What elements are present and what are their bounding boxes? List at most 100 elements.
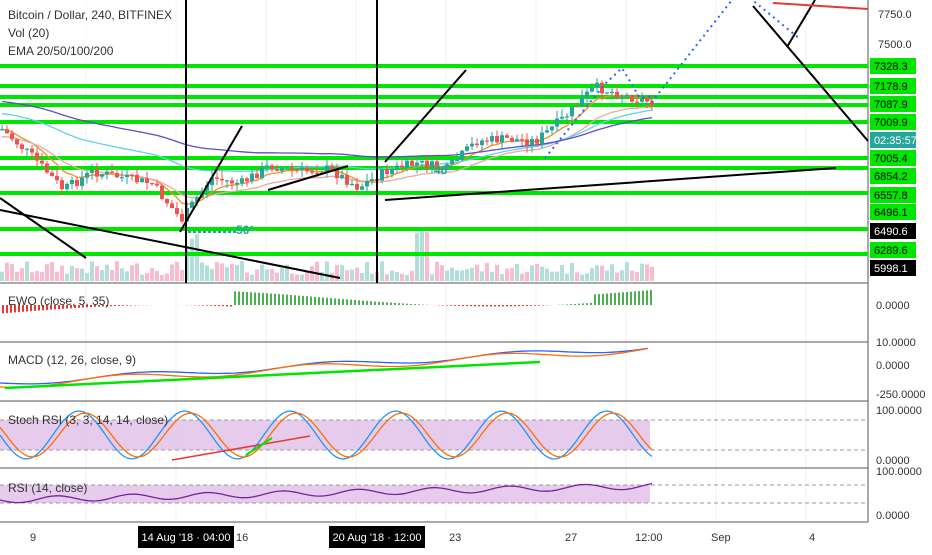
time-tick-label: 27 bbox=[565, 532, 577, 544]
ewo-bar bbox=[522, 305, 524, 306]
volume-bar bbox=[425, 232, 429, 281]
ewo-bar bbox=[326, 298, 328, 305]
volume-bar bbox=[405, 275, 409, 281]
candle-body bbox=[355, 184, 359, 190]
ewo-bar bbox=[226, 305, 228, 306]
volume-bar bbox=[640, 264, 644, 281]
volume-bar bbox=[195, 234, 199, 281]
ewo-bar bbox=[214, 305, 216, 306]
price-tick-label: 7500.0 bbox=[878, 39, 912, 51]
volume-bar bbox=[410, 271, 414, 281]
volume-bar bbox=[130, 265, 134, 281]
volume-bar bbox=[25, 261, 29, 281]
volume-bar bbox=[265, 269, 269, 281]
ewo-bar bbox=[202, 305, 204, 306]
candle-body bbox=[255, 174, 259, 179]
ewo-bar bbox=[2, 305, 4, 313]
candle-body bbox=[640, 98, 644, 102]
candle-body bbox=[580, 98, 584, 107]
candle-body bbox=[340, 175, 344, 178]
ewo-bar bbox=[646, 290, 648, 305]
ewo-bar bbox=[310, 296, 312, 305]
candle-body bbox=[5, 129, 9, 133]
volume-bar bbox=[15, 272, 19, 281]
time-tick-label: 4 bbox=[809, 532, 815, 544]
volume-bar bbox=[645, 264, 649, 281]
candle-body bbox=[575, 106, 579, 107]
candle-body bbox=[510, 138, 514, 142]
candle-body bbox=[465, 146, 469, 150]
candle-body bbox=[105, 172, 109, 174]
ewo-bar bbox=[502, 305, 504, 306]
candle-body bbox=[160, 185, 164, 198]
candle-body bbox=[405, 161, 409, 168]
volume-bar bbox=[370, 274, 374, 281]
macd-axis-zero: 0.0000 bbox=[876, 360, 910, 372]
volume-bar bbox=[540, 267, 544, 281]
support-line bbox=[0, 84, 868, 88]
volume-bar bbox=[295, 275, 299, 281]
volume-bar bbox=[400, 274, 404, 281]
candle-body bbox=[50, 173, 54, 176]
volume-bar bbox=[395, 272, 399, 281]
volume-bar bbox=[380, 261, 384, 281]
candle-body bbox=[225, 180, 229, 181]
time-tick-label: 12:00 bbox=[635, 532, 663, 544]
candle-body bbox=[535, 139, 539, 144]
candle-body bbox=[645, 98, 649, 101]
support-line bbox=[0, 64, 868, 68]
candle-body bbox=[525, 139, 529, 145]
candle-body bbox=[395, 166, 399, 169]
chart-header: Bitcoin / Dollar, 240, BITFINEX Vol (20)… bbox=[0, 0, 176, 62]
volume-bar bbox=[360, 273, 364, 281]
candle-body bbox=[115, 173, 119, 177]
ewo-bar bbox=[366, 301, 368, 305]
ewo-bar bbox=[466, 305, 468, 306]
volume-bar bbox=[475, 265, 479, 281]
ewo-bar bbox=[614, 293, 616, 305]
candle-body bbox=[130, 175, 134, 176]
volume-bar bbox=[345, 270, 349, 281]
candle-body bbox=[265, 165, 269, 167]
candle-body bbox=[25, 149, 29, 150]
volume-bar bbox=[565, 274, 569, 281]
ewo-bar bbox=[458, 305, 460, 306]
ewo-bar bbox=[606, 293, 608, 305]
ewo-bar bbox=[638, 291, 640, 305]
volume-bar bbox=[650, 267, 654, 281]
volume-bar bbox=[600, 266, 604, 281]
volume-bar bbox=[625, 262, 629, 281]
candle-body bbox=[240, 178, 244, 183]
price-flag-label: 7009.9 bbox=[874, 117, 908, 129]
volume-bar bbox=[635, 272, 639, 281]
candle-body bbox=[310, 171, 314, 173]
support-line bbox=[0, 120, 868, 124]
ewo-bar bbox=[302, 296, 304, 305]
candle-body bbox=[555, 119, 559, 127]
volume-bar bbox=[510, 268, 514, 281]
candle-body bbox=[570, 106, 574, 116]
volume-bar bbox=[255, 270, 259, 281]
volume-bar bbox=[450, 268, 454, 281]
ewo-bar bbox=[298, 296, 300, 305]
candle-body bbox=[10, 133, 14, 139]
candle-body bbox=[220, 179, 224, 181]
ewo-bar bbox=[618, 293, 620, 305]
candle-body bbox=[230, 180, 234, 183]
volume-bar bbox=[55, 272, 59, 281]
volume-bar bbox=[200, 262, 204, 281]
volume-bar bbox=[355, 268, 359, 281]
support-line bbox=[0, 191, 868, 195]
volume-bar bbox=[160, 275, 164, 281]
ewo-bar bbox=[378, 302, 380, 305]
ewo-bar bbox=[110, 305, 112, 306]
time-flag-label: 20 Aug '18 · 12:00 bbox=[333, 532, 422, 544]
ewo-bar bbox=[318, 297, 320, 305]
candle-body bbox=[145, 178, 149, 183]
candle-body bbox=[15, 139, 19, 144]
volume-bar bbox=[560, 265, 564, 281]
ewo-bar bbox=[518, 305, 520, 306]
macd-axis-bottom: -250.0000 bbox=[876, 389, 926, 401]
ewo-bar bbox=[642, 291, 644, 305]
